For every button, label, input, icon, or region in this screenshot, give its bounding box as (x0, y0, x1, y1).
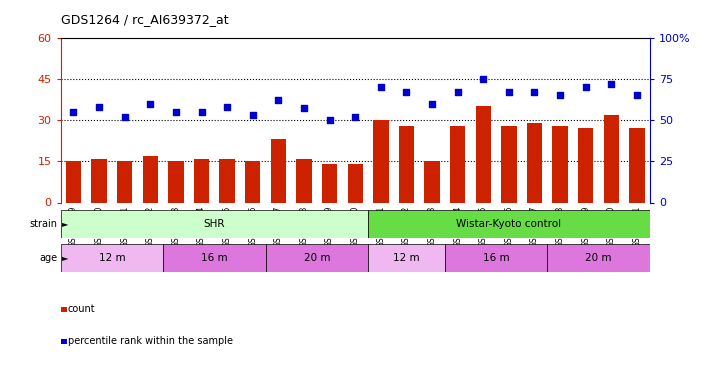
Text: ►: ► (62, 254, 69, 262)
Bar (450, 126, 466, 202)
Bar (368, 244, 445, 272)
Bar (445, 244, 548, 272)
Bar (527, 123, 542, 202)
Point (273, 97, 284, 103)
Bar (61, 210, 368, 238)
Text: count: count (68, 304, 95, 314)
Point (170, 109, 181, 115)
Point (94, 104, 105, 110)
Bar (117, 161, 132, 202)
Bar (578, 128, 593, 202)
Point (196, 109, 207, 115)
Bar (348, 164, 363, 202)
Point (631, 92, 643, 98)
Text: percentile rank within the sample: percentile rank within the sample (68, 336, 233, 346)
Bar (424, 161, 440, 202)
Text: 12 m: 12 m (99, 253, 125, 263)
Point (145, 100, 156, 106)
Bar (271, 139, 286, 202)
Bar (476, 106, 491, 202)
Point (580, 84, 591, 90)
Bar (501, 126, 516, 202)
Bar (91, 159, 107, 203)
Point (349, 114, 361, 120)
Text: SHR: SHR (203, 219, 225, 229)
Bar (548, 244, 650, 272)
Point (554, 92, 565, 98)
Bar (553, 126, 568, 202)
Bar (219, 159, 235, 203)
Bar (245, 161, 261, 202)
Point (68, 109, 79, 115)
Point (401, 89, 412, 95)
Text: 16 m: 16 m (201, 253, 228, 263)
Bar (143, 156, 158, 203)
Point (221, 104, 233, 110)
Text: GDS1264 / rc_AI639372_at: GDS1264 / rc_AI639372_at (61, 13, 228, 26)
Point (478, 76, 489, 82)
Point (298, 105, 310, 111)
Text: 20 m: 20 m (303, 253, 330, 263)
Point (324, 117, 336, 123)
Bar (61, 244, 163, 272)
Bar (66, 161, 81, 202)
Point (119, 114, 131, 120)
Text: strain: strain (29, 219, 57, 229)
Text: ►: ► (62, 220, 69, 228)
Bar (163, 244, 266, 272)
Bar (266, 244, 368, 272)
Bar (373, 120, 388, 202)
Point (426, 100, 438, 106)
Bar (629, 128, 645, 202)
Text: Wistar-Kyoto control: Wistar-Kyoto control (456, 219, 561, 229)
Point (503, 89, 515, 95)
Bar (398, 126, 414, 202)
Bar (368, 210, 650, 238)
Point (529, 89, 540, 95)
Text: 12 m: 12 m (393, 253, 420, 263)
Bar (322, 164, 337, 202)
Point (247, 112, 258, 118)
Point (605, 81, 617, 87)
Text: 16 m: 16 m (483, 253, 509, 263)
Point (452, 89, 463, 95)
Point (375, 84, 386, 90)
Bar (169, 161, 183, 202)
Bar (194, 159, 209, 203)
Text: age: age (39, 253, 57, 263)
Bar (296, 159, 312, 203)
Bar (603, 114, 619, 202)
Text: 20 m: 20 m (585, 253, 612, 263)
